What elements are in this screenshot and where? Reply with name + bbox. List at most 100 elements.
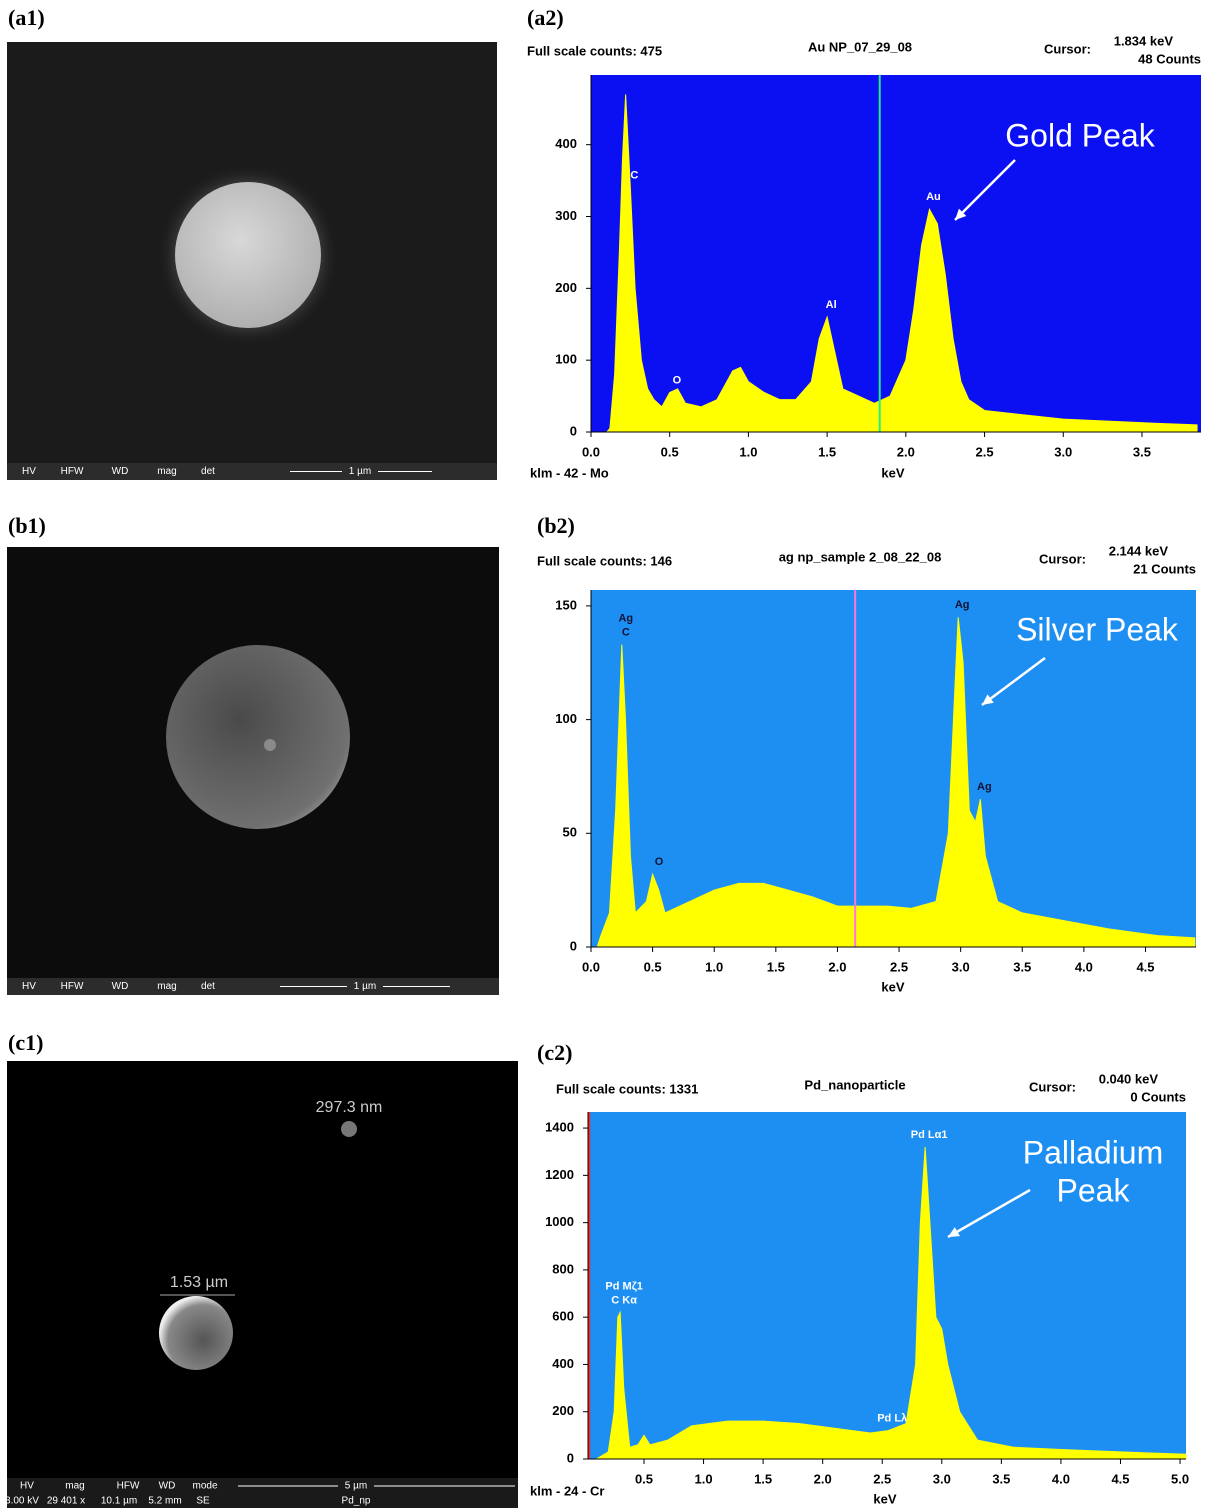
x-tick-label: 2.0	[814, 1471, 832, 1486]
spectrum-title: Pd_nanoparticle	[804, 1077, 905, 1092]
panel-label: (c1)	[8, 1030, 43, 1055]
x-tick-label: 2.0	[828, 959, 846, 974]
callout-arrow	[947, 1188, 1031, 1239]
plot-background	[591, 75, 1201, 432]
info-value: 3.00 kV	[5, 1496, 39, 1507]
cursor-caption: Cursor:	[1044, 41, 1091, 56]
y-tick-label: 0	[570, 423, 577, 438]
peak-label: Pd Lλ	[877, 1413, 907, 1425]
info-label: HFW	[61, 466, 84, 477]
y-tick-label: 100	[555, 711, 577, 726]
size-label: 297.3 nm	[316, 1099, 383, 1116]
peak-label: O	[673, 374, 682, 386]
callout: Peak	[1057, 1172, 1131, 1208]
callout: Palladium	[1023, 1134, 1164, 1170]
x-tick-label: 2.5	[873, 1471, 891, 1486]
peak-label: O	[655, 856, 664, 868]
callout: Silver Peak	[1016, 611, 1179, 647]
info-label: WD	[112, 981, 129, 992]
info-label: det	[201, 466, 215, 477]
peak-label: Au	[926, 191, 941, 203]
sample-name: Pd_np	[342, 1496, 371, 1507]
x-tick-label: 1.5	[754, 1471, 772, 1486]
panel-label: (a2)	[527, 5, 564, 30]
particle	[159, 1296, 233, 1370]
spectrum-title: ag np_sample 2_08_22_08	[779, 549, 942, 564]
peak-label: C	[630, 170, 638, 182]
scale-label: 1 µm	[354, 981, 376, 992]
info-label: mode	[192, 1481, 217, 1492]
x-tick-label: 3.5	[1013, 959, 1031, 974]
panel-label: (a1)	[8, 5, 45, 30]
x-tick-label: 1.0	[739, 444, 757, 459]
info-label: HFW	[61, 981, 84, 992]
cursor-value: 0.040 keV	[1099, 1071, 1159, 1086]
x-tick-label: 3.5	[992, 1471, 1010, 1486]
y-tick-label: 800	[552, 1261, 574, 1276]
callout-arrow	[981, 656, 1046, 707]
cursor-caption: Cursor:	[1029, 1079, 1076, 1094]
x-tick-label: 0.5	[635, 1471, 653, 1486]
x-tick-label: 1.5	[767, 959, 785, 974]
x-tick-label: 4.5	[1111, 1471, 1129, 1486]
callout-arrow	[954, 159, 1016, 221]
footer: klm - 42 - Mo	[530, 465, 609, 480]
peak-label: Ag	[618, 612, 633, 624]
scale-label: 5 µm	[345, 1481, 367, 1492]
y-tick-label: 400	[555, 136, 577, 151]
x-tick-label: 1.5	[818, 444, 836, 459]
x-axis-label: keV	[881, 979, 904, 994]
peak-label: Ag	[977, 781, 992, 793]
plot-background	[588, 1112, 1186, 1459]
x-tick-label: 4.0	[1075, 959, 1093, 974]
peak-label: C	[622, 626, 630, 638]
panel-label: (b1)	[8, 513, 46, 538]
info-label: HV	[22, 466, 36, 477]
x-tick-label: 0.5	[644, 959, 662, 974]
x-axis-label: keV	[881, 465, 904, 480]
particle	[175, 182, 321, 328]
x-tick-label: 0.0	[582, 959, 600, 974]
info-label: WD	[159, 1481, 176, 1492]
x-tick-label: 0.5	[661, 444, 679, 459]
scale-label: 1 µm	[349, 466, 371, 477]
peak-label: Ag	[955, 599, 970, 611]
cursor-caption: Cursor:	[1039, 551, 1086, 566]
x-tick-label: 4.5	[1136, 959, 1154, 974]
cursor-counts: 0 Counts	[1130, 1089, 1186, 1104]
x-tick-label: 3.0	[1054, 444, 1072, 459]
info-value: SE	[196, 1496, 210, 1507]
scale-bg	[342, 465, 378, 478]
y-tick-label: 1200	[545, 1167, 574, 1182]
info-label: det	[201, 981, 215, 992]
info-value: 10.1 µm	[101, 1496, 137, 1507]
cursor-counts: 48 Counts	[1138, 51, 1201, 66]
defect	[264, 739, 276, 751]
header: Full scale counts: 475	[527, 43, 662, 58]
x-tick-label: 0.0	[582, 444, 600, 459]
x-tick-label: 2.5	[890, 959, 908, 974]
info-value: 5.2 mm	[148, 1496, 181, 1507]
y-tick-label: 600	[552, 1309, 574, 1324]
cursor-value: 1.834 keV	[1114, 33, 1174, 48]
size-label: 1.53 µm	[170, 1274, 228, 1291]
peak-label: Pd Lα1	[911, 1129, 948, 1141]
cursor-value: 2.144 keV	[1109, 543, 1169, 558]
panel-label: (c2)	[537, 1040, 572, 1065]
info-bar	[7, 1478, 518, 1508]
scale-bg	[338, 1480, 374, 1492]
header: Full scale counts: 1331	[556, 1081, 698, 1096]
y-tick-label: 1000	[545, 1214, 574, 1229]
y-tick-label: 150	[555, 597, 577, 612]
x-tick-label: 1.0	[695, 1471, 713, 1486]
arrow-head	[948, 1227, 960, 1237]
peak-label: C Kα	[611, 1294, 637, 1306]
y-tick-label: 0	[570, 938, 577, 953]
info-label: WD	[112, 466, 129, 477]
sem-image	[7, 1061, 518, 1508]
x-tick-label: 2.0	[897, 444, 915, 459]
particle	[166, 645, 350, 829]
spectrum-area	[596, 617, 1196, 948]
spectrum-area	[594, 1146, 1187, 1460]
info-label: mag	[65, 1481, 84, 1492]
